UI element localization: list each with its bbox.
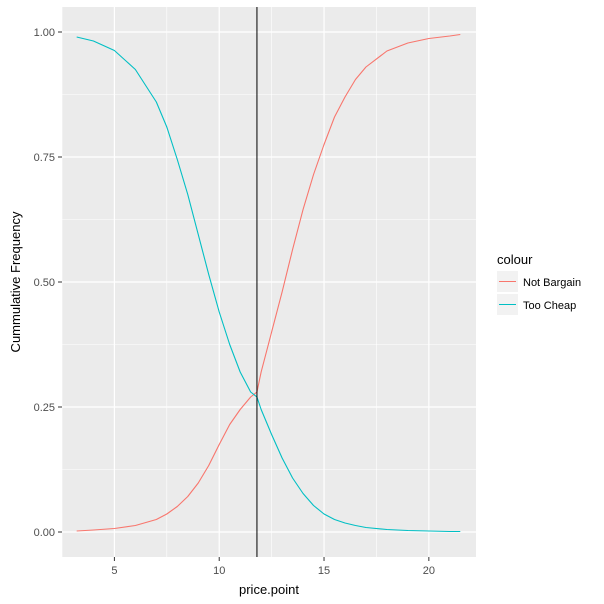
grid-lines xyxy=(61,7,476,557)
series-lines xyxy=(76,33,461,533)
axes: 5 10 15 20 0.00 0.25 0.50 0.75 1.00 xyxy=(34,27,435,577)
legend-title: colour xyxy=(497,252,533,267)
y-tick-label: 0.25 xyxy=(34,402,55,414)
y-tick-label: 0.00 xyxy=(34,527,55,539)
legend-items: Not Bargain Too Cheap xyxy=(497,271,581,315)
legend: colour Not Bargain Too Cheap xyxy=(497,252,581,315)
x-tick-label: 10 xyxy=(213,565,225,577)
series-line-not-bargain xyxy=(76,33,461,532)
x-tick-label: 15 xyxy=(318,565,330,577)
x-tick-label: 20 xyxy=(423,565,435,577)
y-tick-label: 1.00 xyxy=(34,27,55,39)
x-axis-title: price.point xyxy=(239,582,299,597)
legend-label: Not Bargain xyxy=(523,277,581,289)
y-tick-label: 0.50 xyxy=(34,277,55,289)
series-line-too-cheap xyxy=(76,36,461,533)
y-tick-label: 0.75 xyxy=(34,152,55,164)
legend-label: Too Cheap xyxy=(523,300,576,312)
y-axis-title: Cummulative Frequency xyxy=(8,211,23,352)
x-tick-label: 5 xyxy=(111,565,117,577)
